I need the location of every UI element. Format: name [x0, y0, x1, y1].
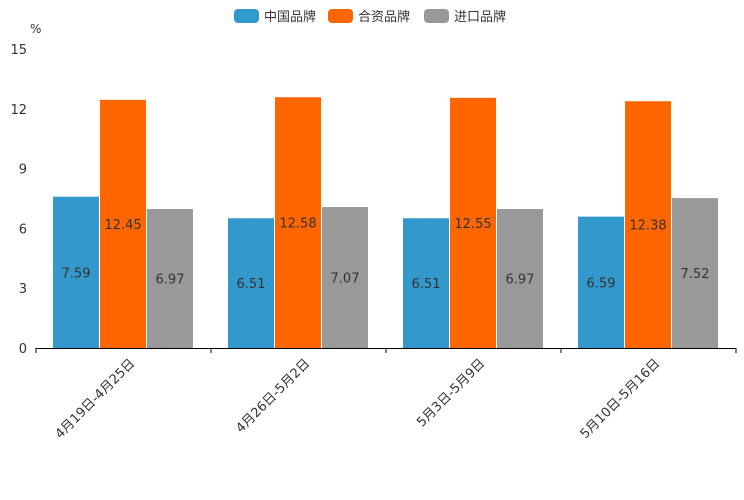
legend-swatch [328, 9, 353, 23]
legend-label: 中国品牌 [264, 9, 316, 25]
data-label-0-0: 7.59 [62, 266, 91, 281]
legend-item-1: 合资品牌 [328, 9, 410, 25]
bar-1-1 [275, 97, 321, 348]
data-label-1-2: 7.07 [331, 272, 360, 287]
bar-0-2 [147, 209, 193, 348]
data-label-1-0: 6.51 [237, 277, 266, 292]
bar-2-1 [450, 97, 496, 348]
data-label-1-1: 12.58 [279, 217, 316, 232]
data-label-3-2: 7.52 [681, 267, 710, 282]
bar-0-0 [53, 196, 99, 348]
bar-3-1 [625, 101, 671, 348]
x-tick-label-2: 5月3日-5月9日 [414, 356, 488, 430]
y-axis-unit-label: % [30, 22, 41, 36]
data-label-3-0: 6.59 [587, 276, 616, 291]
data-label-0-1: 12.45 [104, 218, 141, 233]
data-label-0-2: 6.97 [156, 273, 185, 288]
legend-item-2: 进口品牌 [424, 9, 506, 25]
y-tick-label: 0 [19, 342, 27, 357]
legend-swatch [424, 9, 449, 23]
legend-swatch [234, 9, 259, 23]
bars-group: 7.59 12.45 6.97 6.51 12.58 7.07 6.51 12.55 6.97 6… [53, 97, 718, 348]
y-tick-label: 9 [19, 163, 27, 178]
bar-3-0 [578, 216, 624, 348]
x-axis: 4月19日-4月25日 4月26日-5月2日 5月3日-5月9日 5月10日-5月16… [35, 348, 737, 442]
legend-item-0: 中国品牌 [234, 9, 316, 25]
bar-0-1 [100, 99, 146, 348]
bar-1-0 [228, 218, 274, 348]
y-tick-label: 3 [19, 282, 27, 297]
x-tick-label-0: 4月19日-4月25日 [53, 356, 139, 442]
data-label-3-1: 12.38 [629, 219, 666, 234]
x-tick-label-1: 4月26日-5月2日 [233, 356, 313, 436]
data-label-2-1: 12.55 [454, 217, 491, 232]
bar-3-2 [672, 198, 718, 348]
legend-label: 进口品牌 [454, 9, 506, 25]
x-tick-label-3: 5月10日-5月16日 [578, 356, 664, 442]
y-tick-label: 6 [19, 222, 27, 237]
bar-2-0 [403, 218, 449, 348]
data-label-2-2: 6.97 [506, 273, 535, 288]
data-label-2-0: 6.51 [412, 277, 441, 292]
legend: 中国品牌 合资品牌 进口品牌 [234, 9, 506, 25]
y-tick-label: 15 [10, 43, 27, 58]
y-tick-label: 12 [10, 103, 27, 118]
bar-2-2 [497, 209, 543, 348]
legend-label: 合资品牌 [358, 9, 410, 25]
y-axis-ticks: 0 3 6 9 12 15 [10, 43, 27, 357]
bar-1-2 [322, 207, 368, 348]
